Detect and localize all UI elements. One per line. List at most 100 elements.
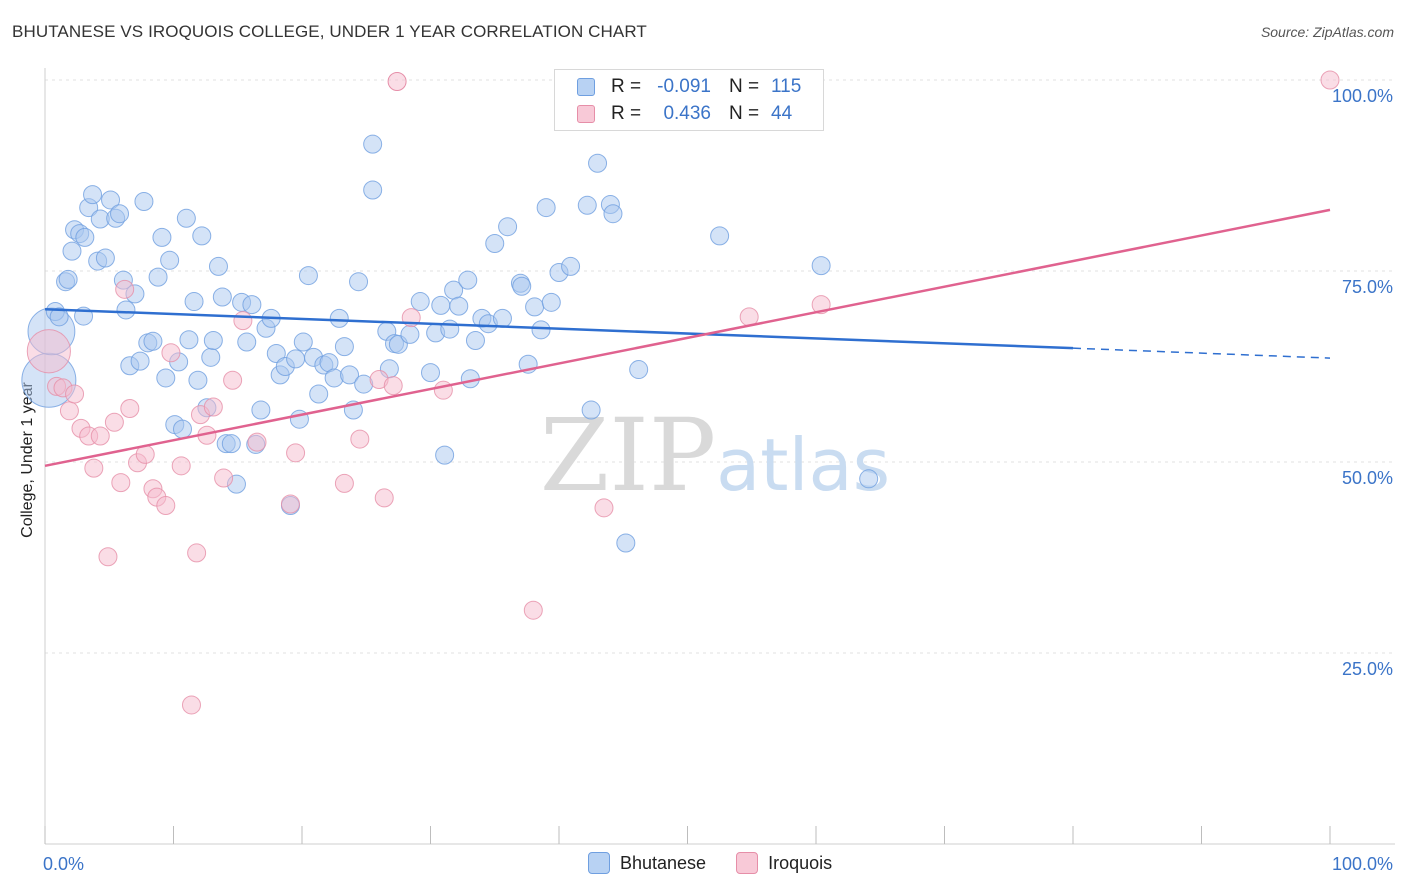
y-tick-label: 100.0% (1332, 86, 1393, 106)
data-point (421, 363, 440, 383)
data-point (512, 276, 532, 296)
data-point (187, 543, 207, 563)
data-point (181, 695, 201, 715)
data-point (498, 217, 518, 237)
series-legend-iroquois[interactable]: Iroquois (736, 852, 832, 874)
data-point (525, 297, 545, 317)
chart-source: Source: ZipAtlas.com (1260, 24, 1394, 40)
data-point (616, 533, 636, 553)
data-point (62, 241, 82, 261)
data-point (387, 72, 407, 92)
data-point (349, 272, 369, 292)
data-point (242, 295, 262, 315)
data-point (161, 343, 181, 363)
x-tick-label: 100.0% (1332, 854, 1393, 874)
data-point (59, 401, 79, 421)
chart-title: BHUTANESE VS IROQUOIS COLLEGE, UNDER 1 Y… (12, 22, 647, 41)
data-point (98, 547, 118, 567)
trendline-bhutanese-extension (1072, 347, 1331, 359)
data-point (440, 319, 460, 339)
watermark-zip: ZIP (540, 397, 716, 514)
data-point (160, 250, 180, 270)
data-point (203, 397, 223, 417)
data-point (492, 308, 512, 328)
data-point (811, 256, 831, 276)
data-point (286, 443, 306, 463)
data-point (214, 468, 234, 488)
data-point (350, 429, 370, 449)
data-point (266, 344, 286, 364)
data-point (435, 445, 455, 465)
data-point (201, 347, 221, 367)
legend-r-label: R = (611, 103, 642, 124)
data-point (237, 332, 257, 352)
data-point (176, 208, 196, 228)
data-point (156, 496, 176, 516)
data-point (536, 198, 556, 218)
data-point (130, 351, 150, 371)
trendline-iroquois (44, 208, 1331, 468)
data-point (400, 324, 420, 344)
data-point (110, 204, 130, 224)
data-point (298, 266, 318, 286)
data-point (203, 331, 223, 351)
data-point (156, 368, 176, 388)
y-tick-label: 75.0% (1342, 277, 1393, 297)
data-point (84, 458, 104, 478)
data-point (184, 292, 204, 312)
data-point (485, 233, 505, 253)
legend-r-label: R = (611, 76, 642, 97)
data-point (334, 337, 354, 357)
data-point (594, 498, 614, 518)
legend-swatch-bhutanese (577, 78, 595, 96)
legend-swatch-iroquois (577, 105, 595, 123)
x-tick-label: 0.0% (43, 854, 84, 874)
data-point (221, 434, 241, 454)
legend-r-value: 0.436 (663, 103, 711, 124)
data-point (410, 292, 430, 312)
legend-n-value: 115 (771, 76, 802, 97)
data-point (179, 330, 199, 350)
data-point (101, 190, 121, 210)
data-point (374, 488, 394, 508)
data-point (95, 248, 115, 268)
data-point (172, 419, 192, 439)
data-point (65, 384, 85, 404)
series-legend-label-bhutanese: Bhutanese (620, 852, 707, 873)
data-point (581, 400, 601, 420)
data-point (449, 296, 469, 316)
data-point (75, 227, 95, 247)
data-point (465, 331, 485, 351)
data-point (541, 292, 561, 312)
legend-r-value: -0.091 (657, 76, 711, 97)
data-point (116, 300, 136, 320)
data-point (90, 426, 110, 446)
data-point (208, 256, 228, 276)
series-legend-swatch-bhutanese (588, 852, 610, 874)
data-point (340, 365, 360, 385)
data-point (280, 494, 300, 514)
data-point (561, 256, 581, 276)
legend-n-value: 44 (771, 103, 793, 124)
data-point (49, 307, 69, 327)
data-point (251, 400, 271, 420)
data-point (383, 376, 403, 396)
data-point (104, 412, 124, 432)
data-point (188, 370, 208, 390)
data-point (309, 384, 329, 404)
correlation-legend: R = -0.091 N = 115 R = 0.436 N = 44 (554, 69, 824, 131)
data-point (334, 473, 354, 493)
data-point (223, 370, 243, 390)
data-point (134, 191, 154, 211)
data-point (329, 308, 349, 328)
data-point (115, 279, 135, 299)
data-point (58, 269, 78, 289)
series-legend-bhutanese[interactable]: Bhutanese (588, 852, 706, 874)
data-point (171, 456, 191, 476)
legend-row-iroquois: R = 0.436 N = 44 (577, 101, 792, 127)
data-point (120, 399, 140, 419)
series-legend: Bhutanese Iroquois (588, 852, 862, 874)
data-point (148, 267, 168, 287)
data-point (577, 195, 597, 215)
